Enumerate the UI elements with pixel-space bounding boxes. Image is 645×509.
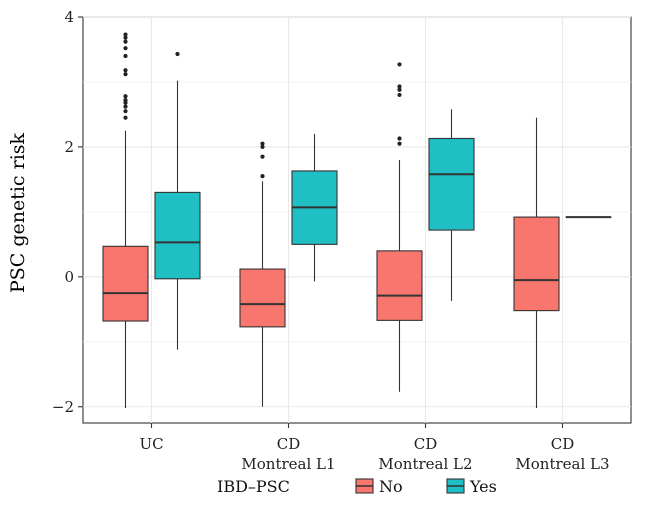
y-tick-label: −2 <box>52 398 74 416</box>
box-iqr <box>428 137 475 231</box>
outlier-point <box>123 94 128 99</box>
box-yes-1 <box>291 133 338 282</box>
outlier-point <box>123 46 128 51</box>
outlier-point <box>123 35 128 40</box>
outlier-point <box>397 84 402 89</box>
outlier-point <box>397 141 402 146</box>
box-iqr <box>239 268 286 328</box>
outlier-point <box>397 92 402 98</box>
outlier-point <box>260 144 265 150</box>
x-tick-label: UC <box>139 435 163 453</box>
y-tick-label: 4 <box>64 8 74 26</box>
x-tick-label: CD Montreal L2 <box>378 435 472 473</box>
y-axis-title: PSC genetic risk <box>7 132 29 293</box>
outlier-point <box>123 98 128 103</box>
outlier-point <box>123 109 128 114</box>
outlier-point <box>123 53 128 59</box>
outlier-point <box>397 87 402 92</box>
x-tick-label: CD Montreal L1 <box>241 435 335 473</box>
box-yes-0 <box>154 51 201 350</box>
outlier-point <box>397 136 402 141</box>
outlier-point <box>260 141 265 146</box>
box-no-3 <box>513 117 560 409</box>
legend-label-no: No <box>379 477 403 496</box>
y-tick-label: 0 <box>64 268 74 286</box>
outlier-point <box>123 72 128 77</box>
legend-key-yes <box>446 478 465 494</box>
x-axis: UC CD Montreal L1 CD Montreal L2 CD Montreal L… <box>139 423 610 473</box>
legend-key-no <box>355 478 374 494</box>
box-no-1 <box>239 141 286 407</box>
outlier-point <box>260 154 265 159</box>
outlier-point <box>123 32 128 37</box>
y-axis: −2 0 2 4 <box>52 8 83 416</box>
box-iqr <box>154 191 201 280</box>
box-iqr <box>513 216 560 312</box>
outlier-point <box>260 174 265 179</box>
legend: IBD–PSC No Yes <box>217 477 497 496</box>
box-no-0 <box>102 32 149 409</box>
outlier-point <box>123 68 128 73</box>
box-iqr <box>102 245 149 322</box>
box-yes-2 <box>428 109 475 301</box>
box-groups <box>102 32 612 409</box>
outlier-point <box>123 115 128 120</box>
outlier-point <box>123 104 128 109</box>
outlier-point <box>123 39 128 44</box>
legend-label-yes: Yes <box>469 477 497 496</box>
outlier-point <box>397 62 402 67</box>
y-tick-label: 2 <box>64 138 74 156</box>
x-tick-label: CD Montreal L3 <box>515 435 609 473</box>
legend-title: IBD–PSC <box>217 477 290 496</box>
outlier-point <box>175 51 180 57</box>
box-no-2 <box>376 62 423 392</box>
box-iqr <box>376 250 423 321</box>
